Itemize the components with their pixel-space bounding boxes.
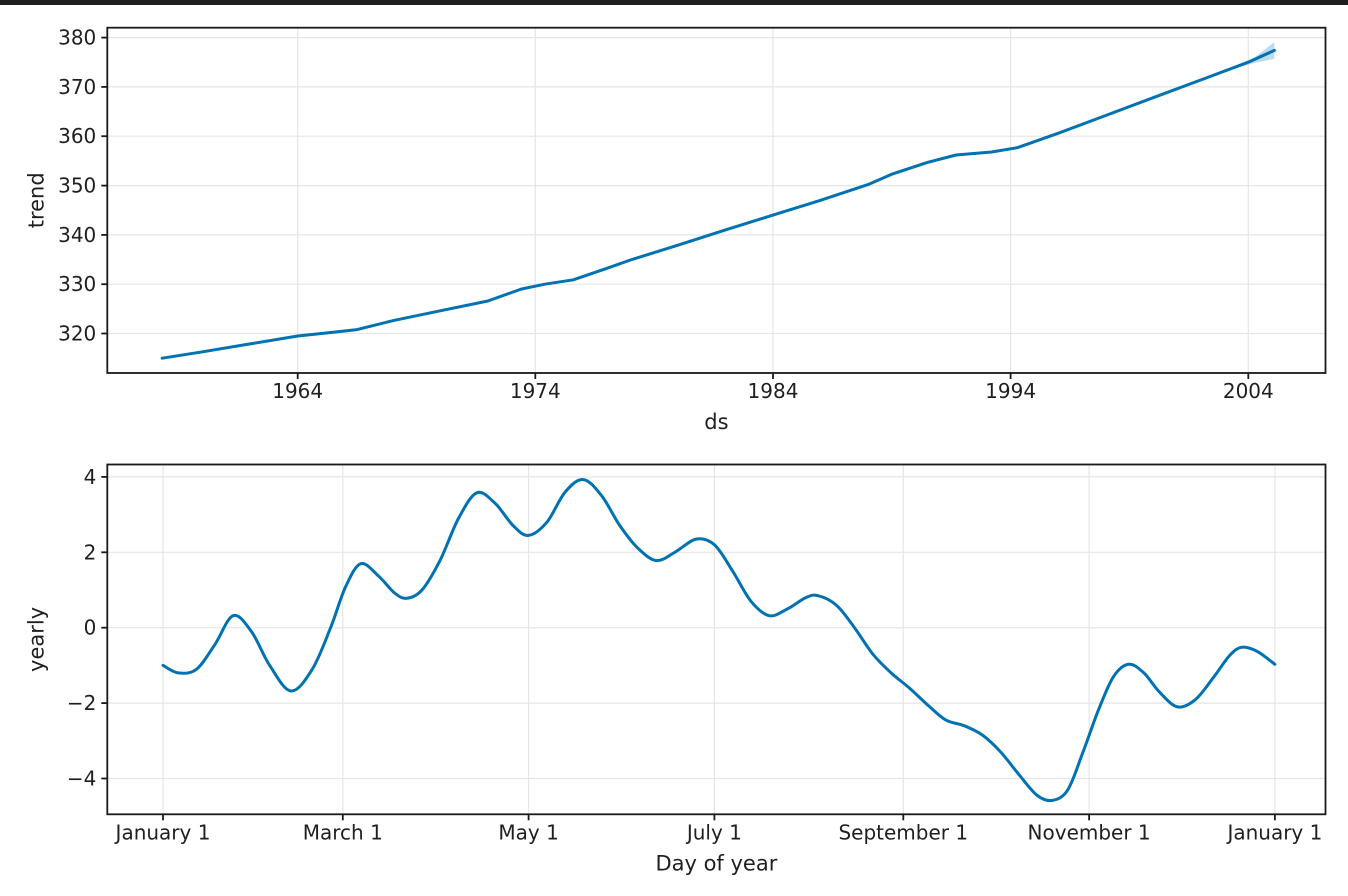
yearly-line (161, 478, 1277, 803)
x-tick-label: 1994 (985, 379, 1036, 403)
y-tick-label: 340 (58, 223, 96, 247)
axes-frame (106, 26, 1327, 374)
gridlines (107, 27, 1326, 373)
y-tick-label: 370 (58, 75, 96, 99)
y-tick-label: 0 (84, 616, 97, 640)
y-tick-label: 350 (58, 174, 96, 198)
tick-marks (101, 475, 1276, 821)
y-tick-label: 380 (58, 26, 96, 50)
x-tick-label: 1974 (510, 379, 561, 403)
y-tick-label: 330 (58, 272, 96, 296)
window-top-edge (0, 0, 1348, 5)
x-tick-label: 1964 (272, 379, 323, 403)
x-tick-label: January 1 (1225, 820, 1322, 844)
x-tick-label: 1984 (748, 379, 799, 403)
axes-frame (106, 463, 1327, 816)
y-tick-label: −4 (67, 767, 96, 791)
x-tick-label: September 1 (838, 820, 968, 844)
x-tick-label: 2004 (1223, 379, 1274, 403)
x-tick-label: March 1 (303, 820, 383, 844)
y-axis-label: yearly (24, 607, 48, 672)
x-axis-label: ds (704, 410, 728, 434)
x-tick-label: July 1 (685, 820, 742, 844)
y-tick-label: 4 (84, 465, 97, 489)
gridlines (107, 464, 1326, 815)
y-tick-label: 360 (58, 124, 96, 148)
y-axis-label: trend (24, 172, 48, 228)
y-tick-label: 320 (58, 322, 96, 346)
x-tick-label: January 1 (114, 820, 211, 844)
yearly-seasonality-component-subplot: January 1 March 1 May 1 July 1 September 1 No… (24, 463, 1327, 875)
x-axis-label: Day of year (655, 851, 777, 875)
tick-marks (101, 36, 1250, 379)
x-tick-label: November 1 (1028, 820, 1151, 844)
trend-component-subplot: 1964 1974 1984 1994 2004 320 330 340 350 360 370 38… (24, 26, 1327, 434)
x-tick-label: May 1 (498, 820, 558, 844)
trend-line (160, 48, 1276, 360)
y-tick-label: 2 (84, 540, 97, 564)
y-tick-label: −2 (67, 691, 96, 715)
